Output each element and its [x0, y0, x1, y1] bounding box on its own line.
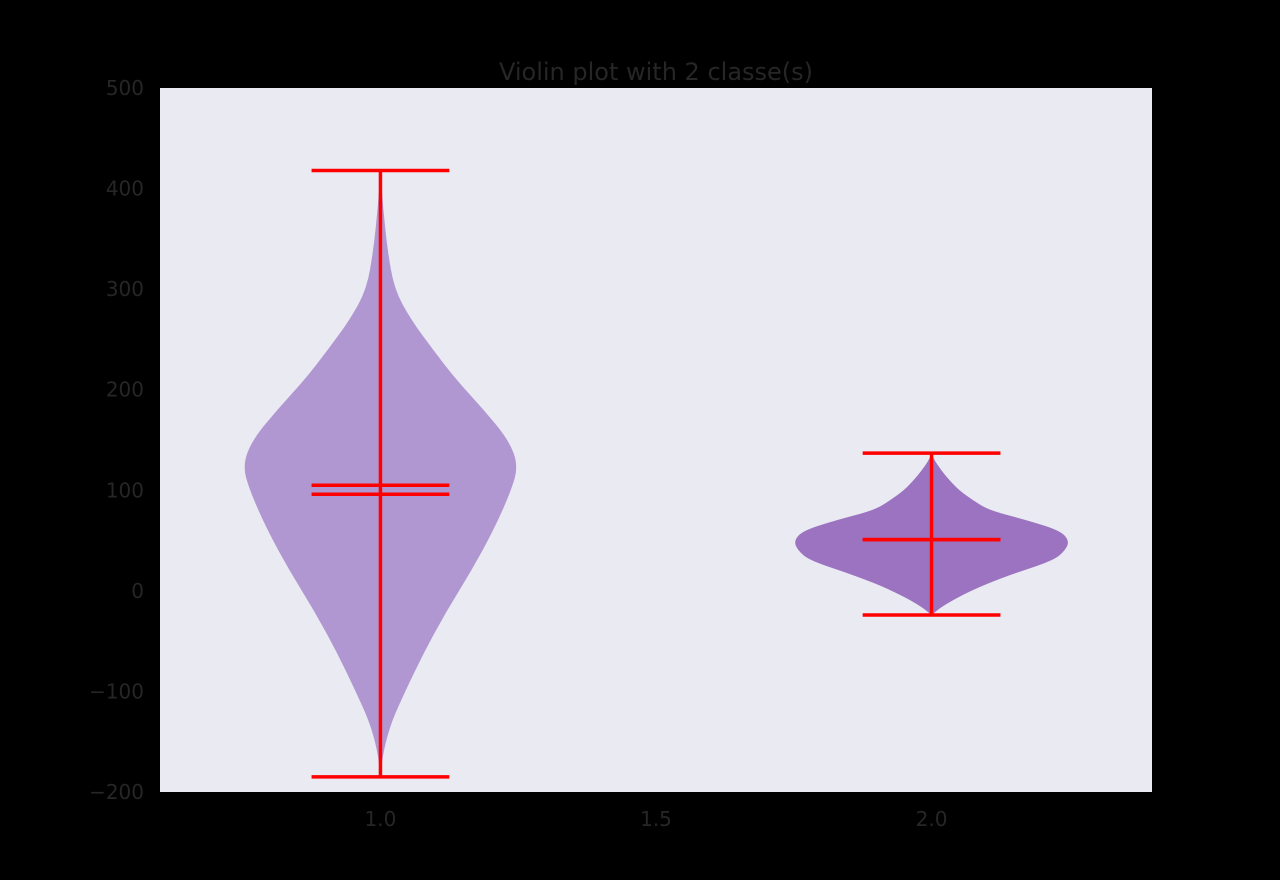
- y-tick-label: 0: [131, 579, 144, 603]
- y-tick-label: 300: [106, 277, 144, 301]
- x-tick-label: 2.0: [916, 807, 948, 831]
- y-tick-label: −200: [89, 780, 144, 804]
- x-tick-label: 1.5: [640, 807, 672, 831]
- y-tick-label: 100: [106, 478, 144, 502]
- x-tick-label: 1.0: [365, 807, 397, 831]
- chart-title: Violin plot with 2 classe(s): [499, 58, 813, 86]
- y-tick-label: 200: [106, 378, 144, 402]
- statistics-lines-layer: [311, 168, 1001, 779]
- y-tick-label: 400: [106, 177, 144, 201]
- tick-labels-layer: −200 −100 0 100 200 300 400 500 1.0 1.5 2.0: [89, 76, 947, 831]
- y-tick-label: 500: [106, 76, 144, 100]
- y-tick-label: −100: [89, 679, 144, 703]
